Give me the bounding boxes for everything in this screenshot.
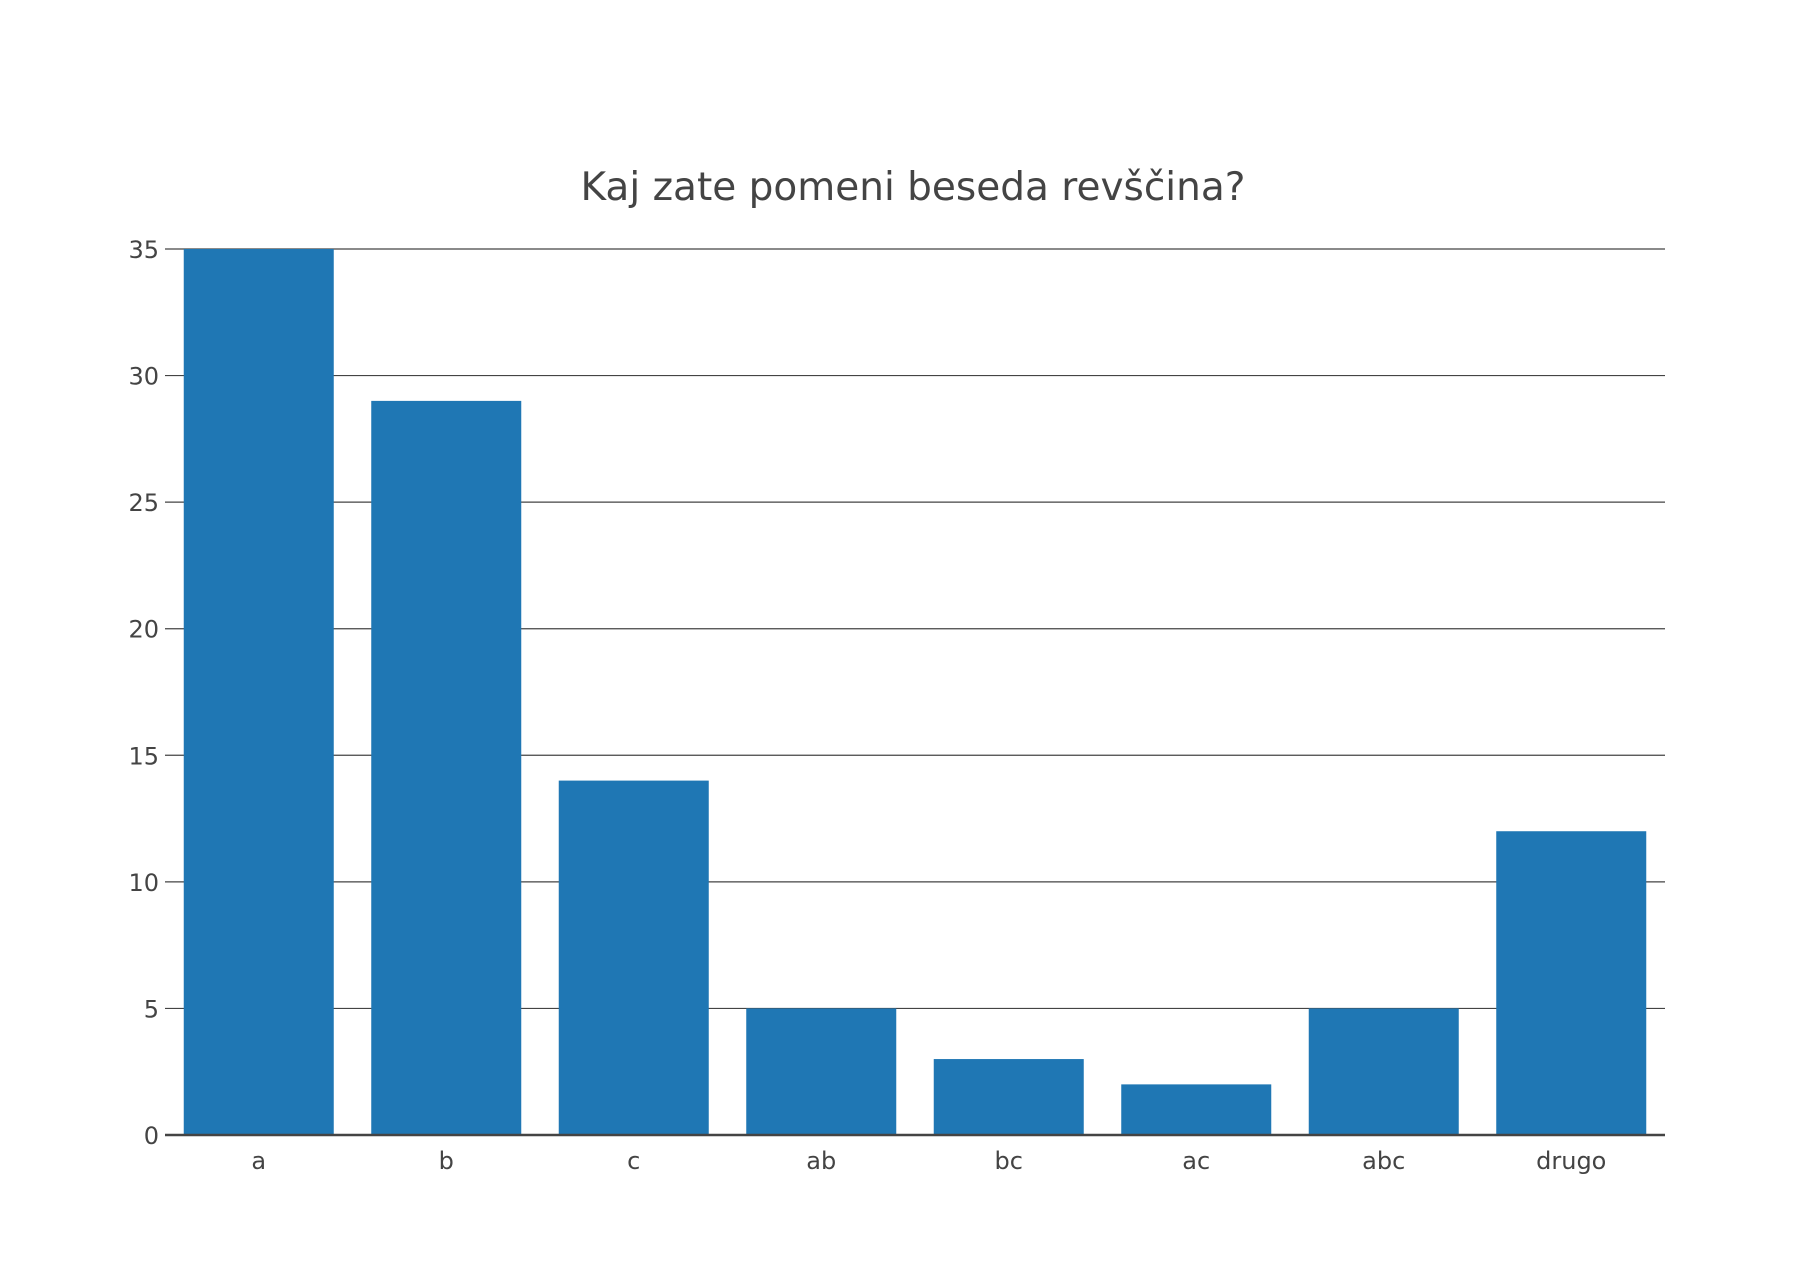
bar-abc[interactable] [1308,1008,1459,1135]
x-tick-label: c [627,1147,640,1175]
x-tick-label: bc [995,1147,1023,1175]
y-tick-label: 30 [128,363,159,391]
y-tick-label: 20 [128,616,159,644]
x-tick-label: abc [1362,1147,1405,1175]
bar-b[interactable] [371,400,522,1135]
x-tick-label: a [251,1147,266,1175]
bar-bc[interactable] [933,1059,1084,1135]
x-tick-label: ab [806,1147,836,1175]
bar-drugo[interactable] [1496,831,1647,1135]
y-tick-label: 5 [144,995,159,1023]
y-axis-ticks: 0 5 10 15 20 25 30 35 [128,236,159,1150]
x-axis-ticks: a b c ab bc ac abc drugo [251,1147,1606,1175]
y-tick-label: 15 [128,742,159,770]
x-tick-label: ac [1182,1147,1210,1175]
x-tick-label: drugo [1536,1147,1606,1175]
y-tick-label: 10 [128,869,159,897]
bar-c[interactable] [558,780,709,1135]
bars [183,249,1647,1135]
y-tick-label: 35 [128,236,159,264]
bar-ab[interactable] [746,1008,897,1135]
y-tick-label: 25 [128,489,159,517]
x-tick-label: b [439,1147,454,1175]
y-tick-label: 0 [144,1122,159,1150]
bar-a[interactable] [183,249,334,1135]
bar-ac[interactable] [1121,1084,1272,1135]
chart-title: Kaj zate pomeni beseda revščina? [581,165,1246,210]
